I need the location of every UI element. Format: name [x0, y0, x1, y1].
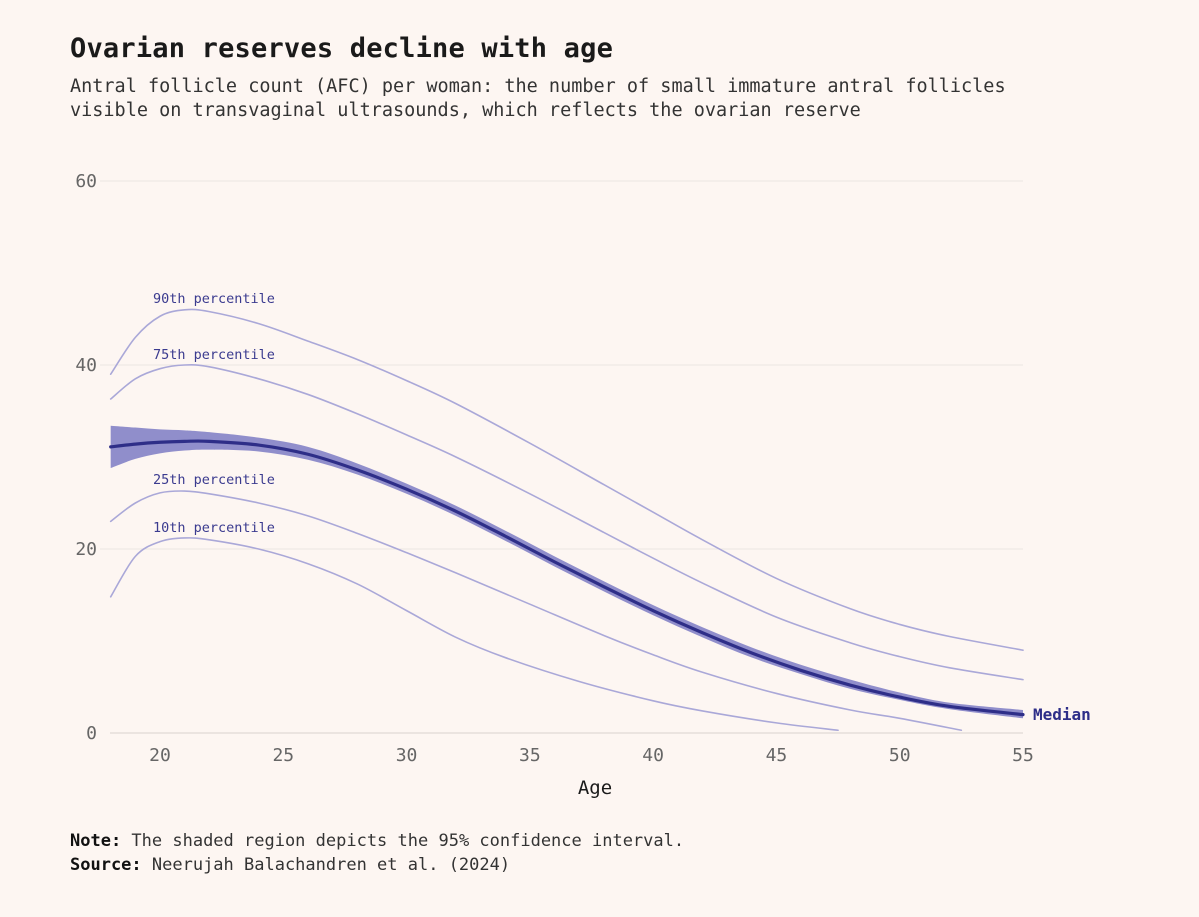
x-tick-50: 50 [889, 745, 911, 766]
series-line-10th-percentile [109, 537, 839, 732]
note-line: Note: The shaded region depicts the 95% … [70, 829, 684, 853]
label-median: Median [1033, 705, 1091, 724]
x-axis-title: Age [578, 777, 612, 799]
label-90th-percentile: 90th percentile [153, 291, 275, 307]
subtitle-line-1: Antral follicle count (AFC) per woman: t… [70, 76, 1006, 97]
y-axis-ticks: 0 20 40 60 [75, 171, 97, 744]
series-line-75th-percentile [109, 364, 1024, 681]
x-tick-25: 25 [272, 745, 294, 766]
x-tick-45: 45 [766, 745, 788, 766]
source-line: Source: Neerujah Balachandren et al. (20… [70, 853, 684, 877]
subtitle-line-2: visible on transvaginal ultrasounds, whi… [70, 100, 861, 121]
label-25th-percentile: 25th percentile [153, 472, 275, 488]
footer: Note: The shaded region depicts the 95% … [70, 829, 684, 877]
series [109, 308, 1025, 732]
label-10th-percentile: 10th percentile [153, 520, 275, 536]
y-tick-20: 20 [75, 539, 97, 560]
note-label: Note: [70, 831, 122, 851]
label-75th-percentile: 75th percentile [153, 347, 275, 363]
chart-subtitle: Antral follicle count (AFC) per woman: t… [70, 75, 1006, 123]
x-tick-55: 55 [1012, 745, 1034, 766]
gridlines [100, 180, 1023, 734]
median-confidence-band [110, 425, 1023, 719]
x-axis-ticks: 20 25 30 35 40 45 50 55 [149, 745, 1034, 766]
x-tick-40: 40 [642, 745, 664, 766]
y-tick-60: 60 [75, 171, 97, 192]
y-tick-40: 40 [75, 355, 97, 376]
series-line-25th-percentile [109, 490, 963, 732]
chart-title: Ovarian reserves decline with age [70, 33, 614, 64]
series-line-median [109, 439, 1025, 717]
source-text: Neerujah Balachandren et al. (2024) [141, 855, 511, 875]
x-tick-30: 30 [396, 745, 418, 766]
y-tick-0: 0 [86, 723, 97, 744]
note-text: The shaded region depicts the 95% confid… [121, 831, 685, 851]
x-tick-35: 35 [519, 745, 541, 766]
series-labels: 90th percentile 75th percentile 25th per… [153, 291, 1091, 724]
source-label: Source: [70, 855, 142, 875]
x-tick-20: 20 [149, 745, 171, 766]
series-line-90th-percentile [109, 308, 1024, 651]
